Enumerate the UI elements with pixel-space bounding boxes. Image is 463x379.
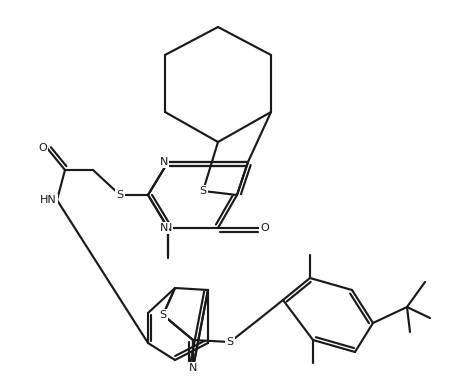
Text: N: N [159, 157, 168, 167]
Text: HN: HN [40, 195, 57, 205]
Text: S: S [226, 337, 233, 347]
Text: S: S [159, 310, 166, 320]
Text: N: N [163, 223, 172, 233]
Text: N: N [188, 363, 197, 373]
Text: S: S [199, 186, 206, 196]
Text: O: O [38, 143, 47, 153]
Text: HN: HN [40, 195, 57, 205]
Text: O: O [259, 223, 268, 233]
Text: N: N [159, 157, 168, 167]
Text: S: S [116, 190, 123, 200]
Text: S: S [226, 337, 233, 347]
Text: O: O [259, 223, 268, 233]
Text: N: N [188, 363, 197, 373]
Text: N: N [159, 223, 168, 233]
Text: O: O [38, 143, 47, 153]
Text: S: S [199, 186, 206, 196]
Text: S: S [159, 310, 166, 320]
Text: S: S [116, 190, 123, 200]
